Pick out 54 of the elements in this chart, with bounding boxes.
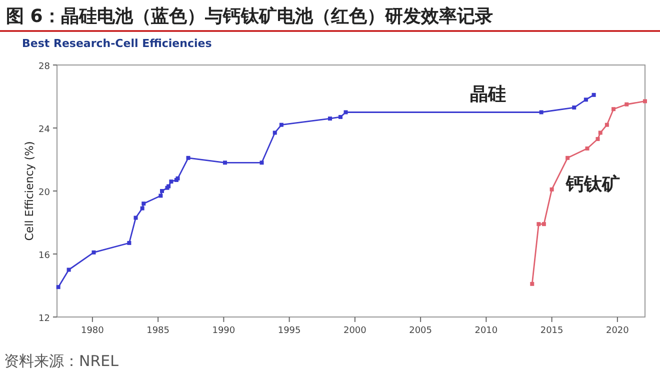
point	[542, 222, 546, 226]
y-tick-label: 12	[38, 314, 50, 324]
point	[158, 194, 163, 198]
x-tick-label: 1985	[146, 326, 170, 336]
y-axis-title: Cell Efficiency (%)	[23, 141, 36, 241]
point	[56, 285, 60, 290]
point	[186, 156, 190, 160]
series-label: 钙钛矿	[565, 174, 620, 195]
point	[643, 99, 647, 104]
point	[624, 102, 629, 106]
x-tick-label: 2000	[343, 326, 367, 336]
point	[539, 110, 544, 114]
point	[572, 106, 576, 110]
chart-subtitle: Best Research-Cell Efficiencies	[22, 37, 212, 50]
y-tick-label: 28	[38, 62, 50, 72]
x-tick-label: 2010	[474, 326, 498, 336]
point	[592, 92, 596, 97]
point	[328, 116, 332, 121]
y-tick-label: 20	[38, 188, 50, 198]
point	[536, 222, 541, 226]
x-tick-label: 2020	[606, 326, 630, 336]
y-tick-label: 24	[38, 125, 50, 135]
point	[596, 137, 600, 142]
point	[566, 156, 570, 160]
point	[160, 189, 164, 193]
point	[223, 160, 227, 165]
chart-title: 图 6：晶硅电池（蓝色）与钙钛矿电池（红色）研发效率记录	[6, 6, 493, 27]
point	[584, 98, 588, 102]
text: 资料来源：NREL	[4, 352, 120, 370]
point	[142, 202, 146, 206]
point	[127, 240, 132, 245]
x-tick-label: 1995	[278, 326, 301, 336]
x-tick-label: 2005	[409, 326, 432, 336]
x-tick-label: 2015	[540, 326, 564, 336]
point	[272, 130, 277, 135]
point	[279, 122, 284, 127]
point	[585, 146, 590, 150]
point	[66, 268, 71, 272]
point	[169, 180, 174, 184]
point	[338, 114, 342, 119]
series-label: 晶硅	[470, 84, 506, 105]
x-tick-label: 1990	[212, 326, 236, 336]
x-tick-label: 1980	[80, 326, 104, 336]
y-tick-label: 16	[38, 251, 50, 261]
point	[550, 187, 554, 192]
point	[140, 206, 144, 210]
point	[598, 130, 602, 135]
point	[530, 282, 534, 286]
point	[134, 216, 138, 220]
point	[604, 122, 609, 127]
point	[260, 160, 264, 165]
point	[344, 110, 348, 114]
point	[92, 250, 96, 254]
point	[612, 107, 616, 112]
